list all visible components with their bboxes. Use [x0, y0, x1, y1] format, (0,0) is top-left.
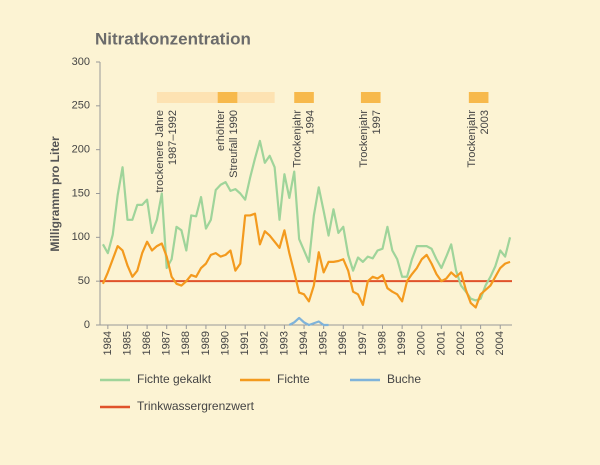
x-tick-label: 1988: [180, 331, 192, 355]
period-label: trockenere Jahre 1987–1992: [154, 110, 179, 193]
x-tick-label: 1995: [318, 331, 330, 355]
x-tick-label: 1996: [337, 331, 349, 355]
y-tick-label: 150: [72, 187, 90, 199]
series-line: [288, 316, 329, 327]
period-label-line: Trockenjahr: [358, 110, 370, 168]
period-label-line: Trockenjahr: [291, 110, 303, 168]
period-band: [217, 92, 238, 103]
period-band: [294, 92, 314, 103]
period-label-line: 2003: [479, 110, 491, 134]
x-tick-label: 2001: [435, 331, 447, 355]
period-label-line: Trockenjahr: [466, 110, 478, 168]
period-label-line: 1997: [371, 110, 383, 134]
series-line: [101, 212, 511, 309]
chart-title: Nitratkonzentration: [95, 29, 251, 48]
legend-label: Fichte gekalkt: [137, 372, 212, 386]
period-label: Trockenjahr 2003: [466, 110, 491, 168]
period-band: [156, 92, 275, 103]
x-tick-label: 1991: [239, 331, 251, 355]
series-line: [101, 139, 512, 302]
x-tick-label: 2000: [416, 331, 428, 355]
y-tick-label: 250: [72, 100, 90, 112]
x-tick-label: 1990: [219, 331, 231, 355]
x-tick-label: 1984: [102, 331, 114, 355]
period-label-line: 1994: [304, 110, 316, 134]
x-tick-label: 1994: [298, 331, 310, 355]
y-tick-label: 300: [72, 56, 90, 68]
y-axis-label: Milligramm pro Liter: [48, 136, 62, 252]
legend-label: Fichte: [277, 372, 310, 386]
period-label-line: erhöhter: [215, 110, 227, 151]
x-tick-label: 1997: [357, 331, 369, 355]
period-label: erhöhter Streufall 1990: [215, 110, 240, 178]
y-tick-label: 0: [84, 319, 90, 331]
y-tick-label: 100: [72, 231, 90, 243]
period-label: Trockenjahr 1997: [358, 110, 383, 168]
x-tick-label: 1986: [141, 331, 153, 355]
x-tick-label: 2003: [475, 331, 487, 355]
x-tick-label: 1989: [200, 331, 212, 355]
x-tick-label: 1999: [396, 331, 408, 355]
y-tick-label: 50: [78, 275, 90, 287]
period-label-line: trockenere Jahre: [154, 110, 166, 193]
x-tick-label: 2004: [494, 331, 506, 355]
legend-label: Buche: [387, 372, 421, 386]
x-tick-label: 1985: [121, 331, 133, 355]
period-label-line: Streufall 1990: [228, 110, 240, 178]
x-tick-label: 1992: [259, 331, 271, 355]
x-tick-label: 2002: [455, 331, 467, 355]
x-tick-label: 1998: [376, 331, 388, 355]
x-tick-label: 1987: [161, 331, 173, 355]
period-band: [360, 92, 381, 103]
period-label: Trockenjahr 1994: [291, 110, 316, 168]
x-tick-label: 1993: [278, 331, 290, 355]
period-label-line: 1987–1992: [167, 110, 179, 165]
legend-label: Trinkwassergrenzwert: [137, 399, 255, 413]
y-tick-label: 200: [72, 144, 90, 156]
period-band: [468, 92, 489, 103]
